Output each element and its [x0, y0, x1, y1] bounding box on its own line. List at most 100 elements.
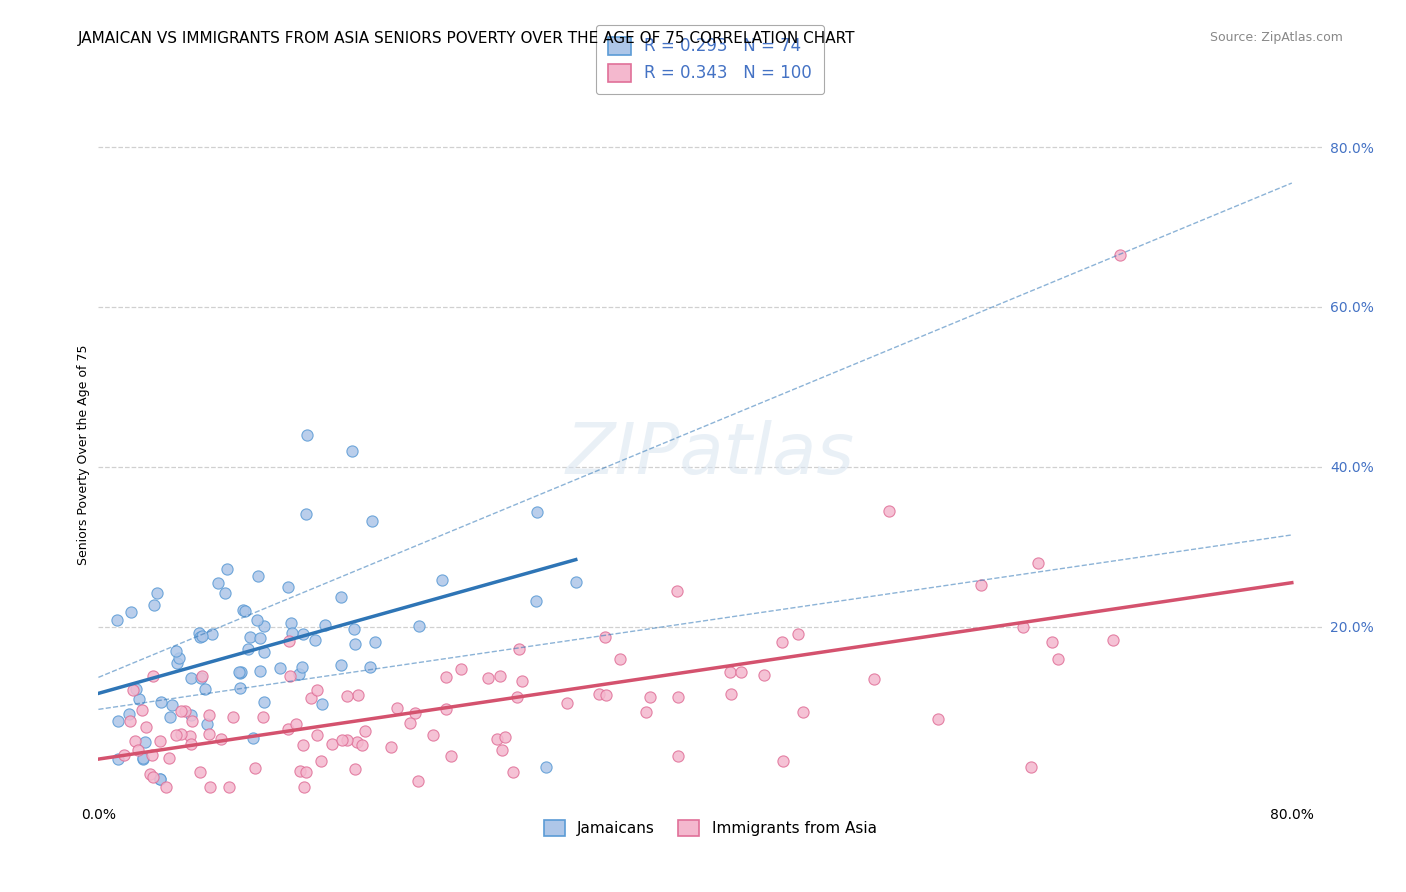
Point — [160, 698, 183, 712]
Point — [336, 733, 359, 747]
Point — [297, 428, 319, 442]
Point — [141, 748, 163, 763]
Point — [512, 674, 534, 689]
Point — [730, 665, 752, 679]
Point — [180, 714, 202, 729]
Point — [304, 633, 326, 648]
Point — [408, 618, 430, 632]
Point — [142, 669, 165, 683]
Point — [157, 751, 180, 765]
Point — [595, 688, 617, 702]
Point — [754, 667, 776, 681]
Point — [720, 688, 742, 702]
Point — [440, 749, 463, 764]
Point — [406, 774, 429, 789]
Point — [330, 590, 353, 604]
Point — [179, 729, 201, 743]
Point — [198, 727, 221, 741]
Point — [330, 657, 353, 672]
Point — [125, 681, 148, 696]
Point — [239, 630, 262, 644]
Point — [285, 717, 308, 731]
Point — [247, 568, 270, 582]
Point — [491, 743, 513, 757]
Point — [524, 593, 547, 607]
Point — [792, 705, 814, 719]
Point — [132, 751, 155, 765]
Point — [399, 715, 422, 730]
Legend: Jamaicans, Immigrants from Asia: Jamaicans, Immigrants from Asia — [536, 812, 884, 844]
Point — [198, 780, 221, 794]
Y-axis label: Seniors Poverty Over the Age of 75: Seniors Poverty Over the Age of 75 — [77, 344, 90, 566]
Point — [166, 656, 188, 670]
Point — [134, 734, 156, 748]
Point — [311, 697, 333, 711]
Point — [120, 714, 142, 728]
Point — [494, 730, 516, 744]
Point — [124, 734, 146, 748]
Point — [336, 689, 359, 703]
Point — [343, 622, 366, 636]
Point — [314, 618, 336, 632]
Point — [593, 630, 616, 644]
Point — [1047, 652, 1070, 666]
Point — [236, 641, 259, 656]
Point — [609, 652, 631, 666]
Point — [174, 704, 197, 718]
Point — [242, 731, 264, 745]
Point — [787, 626, 810, 640]
Point — [340, 444, 363, 458]
Point — [436, 702, 458, 716]
Point — [290, 764, 312, 778]
Point — [167, 650, 190, 665]
Point — [187, 626, 209, 640]
Point — [380, 739, 402, 754]
Point — [232, 603, 254, 617]
Point — [485, 732, 508, 747]
Point — [170, 704, 193, 718]
Point — [149, 733, 172, 747]
Point — [122, 682, 145, 697]
Point — [218, 780, 240, 794]
Point — [1012, 620, 1035, 634]
Point — [526, 505, 548, 519]
Point — [249, 664, 271, 678]
Point — [666, 583, 689, 598]
Point — [430, 574, 453, 588]
Point — [666, 749, 689, 764]
Point — [450, 662, 472, 676]
Point — [363, 635, 385, 649]
Point — [1026, 556, 1049, 570]
Point — [229, 681, 252, 695]
Point — [1019, 760, 1042, 774]
Point — [194, 682, 217, 697]
Point — [188, 764, 211, 779]
Point — [201, 626, 224, 640]
Point — [142, 770, 165, 784]
Point — [877, 504, 900, 518]
Point — [165, 728, 187, 742]
Point — [228, 666, 250, 681]
Point — [361, 514, 384, 528]
Point — [281, 625, 304, 640]
Point — [180, 671, 202, 685]
Point — [155, 780, 177, 794]
Point — [198, 708, 221, 723]
Point — [718, 665, 741, 679]
Point — [139, 767, 162, 781]
Point — [277, 580, 299, 594]
Point — [114, 747, 136, 762]
Point — [195, 716, 218, 731]
Point — [508, 641, 530, 656]
Point — [132, 752, 155, 766]
Point — [253, 695, 276, 709]
Point — [1101, 632, 1123, 647]
Point — [191, 629, 214, 643]
Point — [353, 724, 375, 739]
Text: JAMAICAN VS IMMIGRANTS FROM ASIA SENIORS POVERTY OVER THE AGE OF 75 CORRELATION : JAMAICAN VS IMMIGRANTS FROM ASIA SENIORS… — [77, 31, 855, 46]
Point — [269, 661, 291, 675]
Point — [245, 761, 267, 775]
Text: ZIPatlas: ZIPatlas — [565, 420, 855, 490]
Point — [346, 735, 368, 749]
Point — [277, 634, 299, 648]
